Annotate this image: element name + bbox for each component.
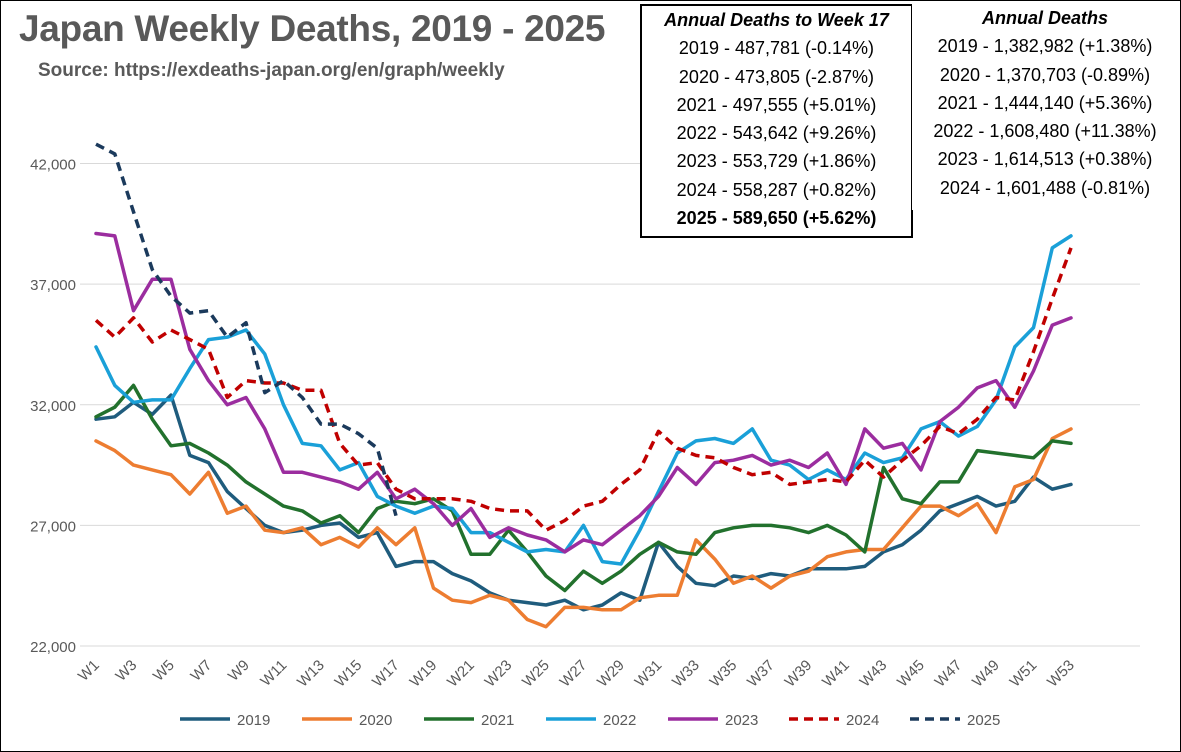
- x-tick-label: W31: [631, 657, 665, 691]
- y-tick-label: 22,000: [30, 639, 76, 656]
- series-line-2021: [94, 383, 1073, 593]
- legend-label-2025: 2025: [967, 712, 1000, 729]
- x-tick-label: W23: [481, 657, 515, 691]
- x-tick-label: W47: [931, 657, 965, 691]
- series-line-2020: [94, 427, 1073, 629]
- x-tick-label: W45: [894, 657, 928, 691]
- x-tick-label: W19: [406, 657, 440, 691]
- legend-label-2022: 2022: [603, 712, 636, 729]
- x-tick-label: W43: [856, 657, 890, 691]
- y-tick-label: 42,000: [30, 157, 76, 174]
- legend-label-2024: 2024: [846, 712, 879, 729]
- x-tick-label: W3: [112, 657, 140, 685]
- x-tick-label: W9: [225, 657, 253, 685]
- y-tick-label: 27,000: [30, 518, 76, 535]
- legend-label-2023: 2023: [725, 712, 758, 729]
- annual-row-2023: 2023 - 1,614,513 (+0.38%): [937, 149, 1153, 170]
- week17-row-2020: 2020 - 473,805 (-2.87%): [678, 66, 875, 87]
- week17-row-2025: 2025 - 589,650 (+5.62%): [676, 208, 877, 229]
- x-tick-label: W25: [519, 657, 553, 691]
- x-tick-label: W51: [1006, 657, 1040, 691]
- x-tick-label: W13: [294, 657, 328, 691]
- x-tick-label: W27: [556, 657, 590, 691]
- series-line-2024: [94, 247, 1073, 532]
- legend-label-2020: 2020: [359, 712, 392, 729]
- annual-box-header: Annual Deaths: [981, 8, 1109, 28]
- x-tick-label: W7: [187, 657, 215, 685]
- y-tick-label: 37,000: [30, 277, 76, 294]
- x-tick-label: W41: [819, 657, 853, 691]
- annual-row-2022: 2022 - 1,608,480 (+11.38%): [933, 121, 1157, 142]
- legend-label-2019: 2019: [237, 712, 270, 729]
- week17-row-2019: 2019 - 487,781 (-0.14%): [678, 38, 875, 59]
- chart-subtitle: Source: https://exdeaths-japan.org/en/gr…: [38, 60, 505, 81]
- week17-row-2022: 2022 - 543,642 (+9.26%): [676, 123, 877, 144]
- annual-row-2019: 2019 - 1,382,982 (+1.38%): [937, 36, 1153, 57]
- annual-deaths-box: Annual Deaths 2019 - 1,382,982 (+1.38%) …: [912, 4, 1178, 210]
- x-tick-label: W17: [369, 657, 403, 691]
- y-axis-ticks: 22,000 27,000 32,000 37,000 42,000: [30, 157, 76, 657]
- x-tick-label: W5: [150, 657, 178, 685]
- series-line-2023: [94, 231, 1073, 554]
- series-lines: [94, 142, 1073, 629]
- x-tick-label: W11: [257, 657, 290, 690]
- annual-row-2021: 2021 - 1,444,140 (+5.36%): [937, 92, 1153, 113]
- legend-label-2021: 2021: [481, 712, 514, 729]
- legend: 2019 2020 2021 2022 2023 2024 2025: [180, 712, 1000, 729]
- x-tick-label: W29: [594, 657, 628, 691]
- week17-row-2024: 2024 - 558,287 (+0.82%): [676, 179, 877, 200]
- gridlines: [80, 163, 1140, 647]
- x-tick-label: W39: [781, 657, 815, 691]
- x-tick-label: W35: [706, 657, 740, 691]
- x-tick-label: W21: [444, 657, 478, 691]
- week17-row-2021: 2021 - 497,555 (+5.01%): [676, 94, 877, 115]
- y-tick-label: 32,000: [30, 398, 76, 415]
- series-line-2025: [95, 142, 398, 517]
- week17-box-header: Annual Deaths to Week 17: [664, 10, 889, 30]
- x-tick-label: W49: [969, 657, 1003, 691]
- x-tick-label: W1: [75, 657, 103, 685]
- x-tick-label: W37: [744, 657, 778, 691]
- week17-deaths-box: Annual Deaths to Week 17 2019 - 487,781 …: [640, 4, 913, 238]
- x-tick-label: W53: [1044, 657, 1078, 691]
- chart-title: Japan Weekly Deaths, 2019 - 2025: [19, 8, 606, 49]
- annual-row-2024: 2024 - 1,601,488 (-0.81%): [939, 177, 1151, 198]
- series-line-2022: [94, 234, 1073, 566]
- annual-row-2020: 2020 - 1,370,703 (-0.89%): [939, 64, 1151, 85]
- x-axis-ticks: W1 W3 W5 W7 W9 W11 W13 W15 W17 W19 W21 W23 W25 W27 W29…: [75, 657, 1078, 691]
- week17-row-2023: 2023 - 553,729 (+1.86%): [676, 151, 877, 172]
- x-tick-label: W33: [669, 657, 703, 691]
- x-tick-label: W15: [331, 657, 365, 691]
